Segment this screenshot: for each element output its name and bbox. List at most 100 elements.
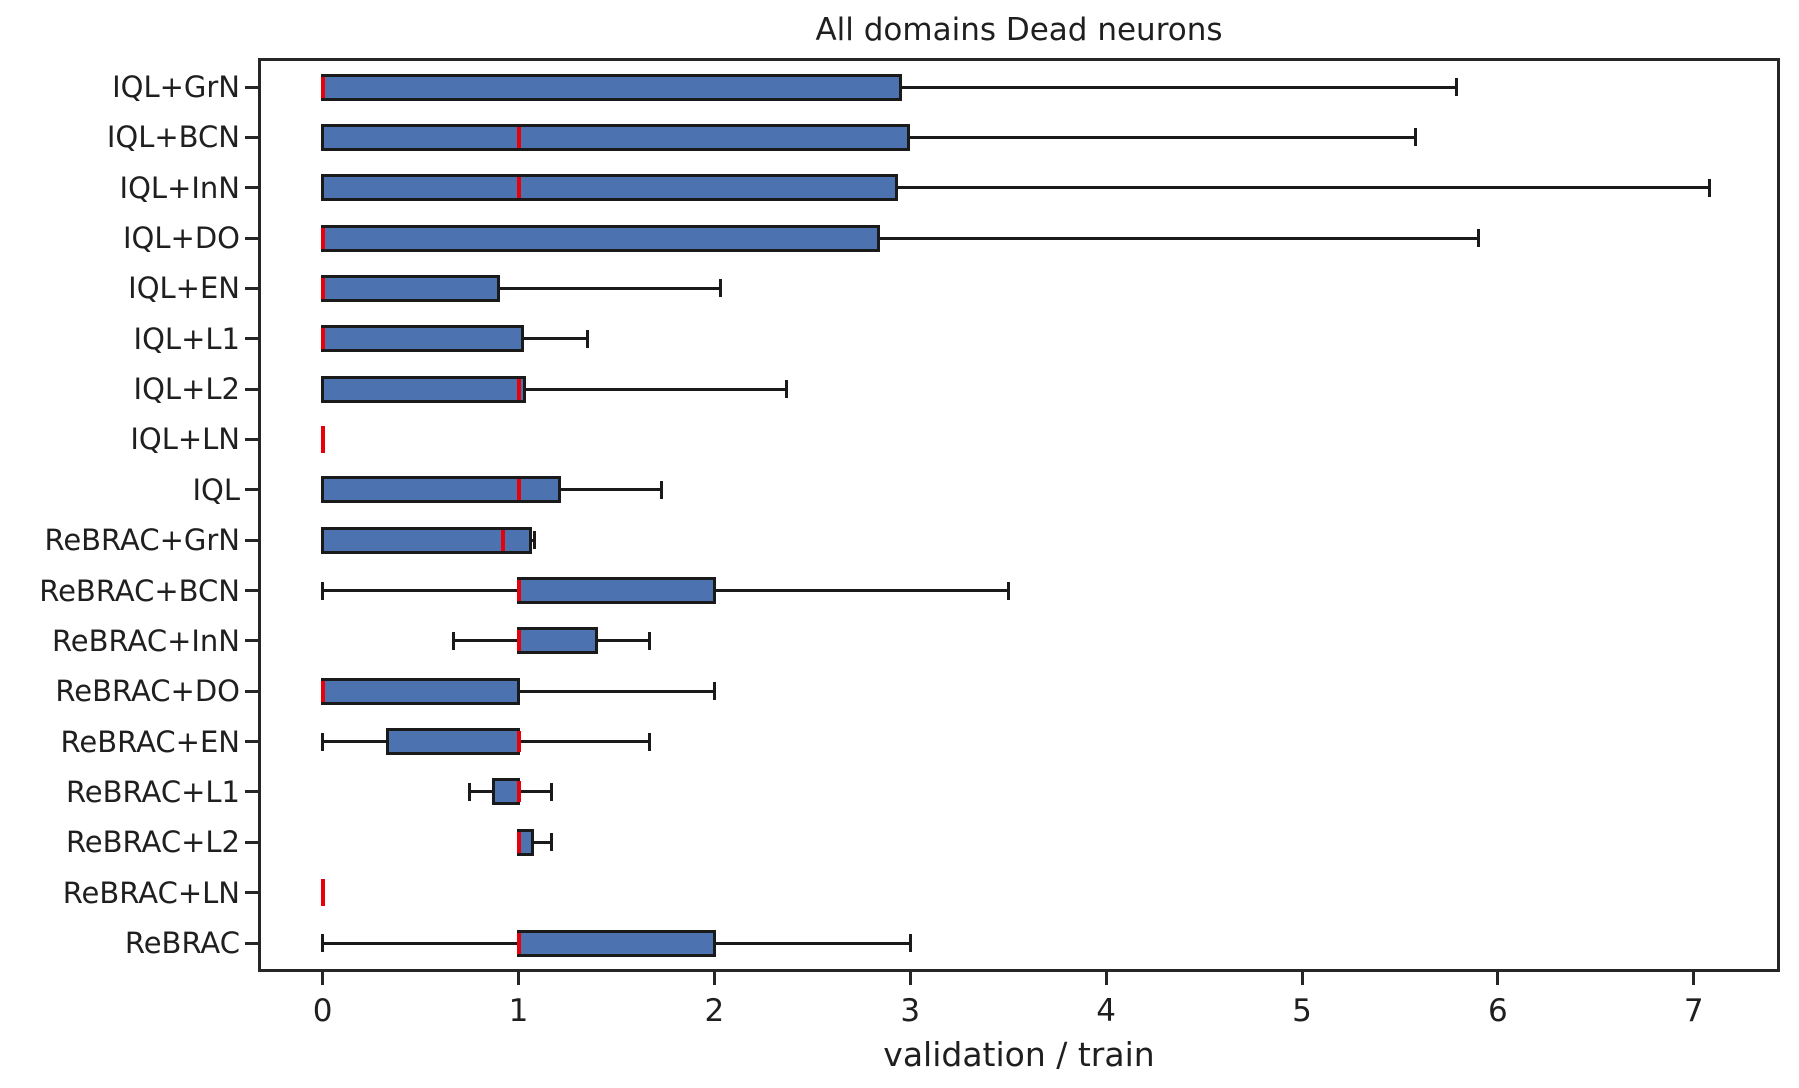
y-tick-mark (245, 286, 258, 290)
y-tick-label: IQL+L2 (133, 372, 240, 407)
y-tick-mark (245, 387, 258, 391)
whisker-low-cap (321, 732, 325, 751)
whisker-low-line (322, 589, 519, 593)
x-tick-mark (1496, 972, 1500, 985)
whisker-high-cap (550, 833, 554, 852)
y-tick-label: IQL+LN (130, 422, 240, 457)
whisker-low-cap (468, 782, 472, 801)
x-tick-mark (712, 972, 716, 985)
x-tick-label: 3 (900, 993, 921, 1029)
y-tick-mark (245, 337, 258, 341)
whisker-high-cap (550, 782, 554, 801)
box-iqr (491, 778, 520, 806)
box-iqr (321, 174, 899, 202)
median-line (516, 177, 521, 199)
x-tick-mark (1300, 972, 1304, 985)
y-tick-mark (245, 135, 258, 139)
box-iqr (517, 627, 599, 655)
median-line (320, 328, 325, 350)
whisker-high-line (524, 387, 787, 391)
median-line (320, 76, 325, 98)
whisker-high-line (498, 286, 721, 290)
y-tick-label: IQL+L1 (133, 321, 240, 356)
box-iqr (321, 476, 562, 504)
median-line (516, 781, 521, 803)
y-tick-label: IQL+GrN (112, 70, 240, 104)
whisker-high-line (559, 488, 662, 492)
y-tick-mark (245, 589, 258, 593)
median-line (516, 580, 521, 602)
x-tick-label: 6 (1488, 993, 1508, 1029)
whisker-high-cap (1455, 78, 1459, 96)
box-iqr (517, 929, 716, 957)
whisker-low-line (322, 941, 519, 945)
x-tick-label: 1 (508, 993, 529, 1029)
y-tick-mark (245, 941, 258, 945)
whisker-low-line (322, 740, 388, 744)
median-line (500, 529, 505, 551)
median-line (516, 831, 521, 853)
whisker-low-cap (321, 581, 325, 600)
y-tick-label: ReBRAC+LN (62, 875, 240, 910)
y-tick-label: IQL+BCN (106, 120, 240, 155)
whisker-high-cap (648, 631, 652, 650)
y-tick-mark (245, 840, 258, 844)
whisker-high-cap (648, 732, 652, 751)
whisker-high-cap (660, 480, 664, 499)
x-tick-label: 2 (704, 993, 725, 1029)
whisker-high-cap (908, 934, 912, 952)
whisker-high-line (518, 740, 650, 744)
y-tick-label: ReBRAC+L1 (65, 774, 240, 809)
box-iqr (321, 375, 526, 403)
y-tick-label: IQL+DO (123, 221, 240, 256)
y-tick-mark (245, 186, 258, 190)
median-line (516, 731, 521, 753)
median-line (320, 680, 325, 702)
box-iqr (321, 677, 521, 705)
whisker-high-cap (785, 380, 789, 399)
y-tick-label: IQL+EN (128, 271, 240, 306)
whisker-high-line (530, 538, 535, 542)
x-axis-label: validation / train (883, 1035, 1155, 1074)
box-iqr (321, 123, 910, 151)
y-tick-mark (245, 891, 258, 895)
whisker-high-line (518, 689, 715, 693)
x-tick-label: 5 (1292, 993, 1312, 1029)
median-line (320, 277, 325, 299)
whisker-low-cap (321, 934, 325, 952)
x-tick-mark (1104, 972, 1108, 985)
whisker-high-cap (585, 329, 589, 348)
median-line (320, 227, 325, 249)
x-tick-mark (321, 972, 325, 985)
plot-area (258, 58, 1780, 972)
whisker-high-line (714, 941, 911, 945)
median-line (320, 879, 325, 907)
box-iqr (321, 274, 501, 302)
whisker-high-cap (1414, 128, 1418, 147)
x-tick-mark (517, 972, 521, 985)
median-line (516, 378, 521, 400)
x-tick-mark (908, 972, 912, 985)
box-iqr (321, 224, 881, 252)
whisker-high-line (900, 85, 1457, 89)
box-iqr (517, 577, 716, 605)
y-tick-mark (245, 790, 258, 794)
x-tick-mark (1692, 972, 1696, 985)
whisker-high-cap (712, 682, 716, 701)
y-tick-label: ReBRAC+GrN (44, 523, 240, 558)
y-tick-label: ReBRAC+DO (55, 674, 240, 709)
y-tick-mark (245, 437, 258, 441)
box-iqr (321, 325, 524, 353)
whisker-high-line (908, 135, 1416, 139)
y-tick-label: ReBRAC+EN (60, 724, 240, 759)
y-tick-mark (245, 85, 258, 89)
median-line (516, 932, 521, 954)
whisker-high-cap (1006, 581, 1010, 600)
y-tick-label: ReBRAC+BCN (39, 573, 240, 608)
y-tick-mark (245, 740, 258, 744)
x-tick-label: 7 (1683, 993, 1704, 1029)
y-tick-label: ReBRAC+L2 (65, 825, 240, 860)
whisker-high-line (896, 186, 1710, 190)
whisker-high-line (714, 589, 1009, 593)
